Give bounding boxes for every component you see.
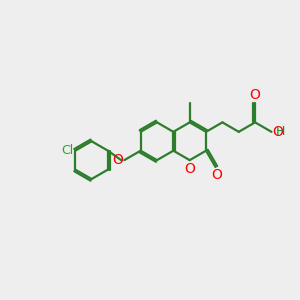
Text: O: O xyxy=(211,169,222,182)
Text: H: H xyxy=(275,125,285,138)
Text: O: O xyxy=(272,125,283,139)
Text: O: O xyxy=(250,88,260,102)
Text: O: O xyxy=(112,153,123,167)
Text: Cl: Cl xyxy=(61,144,74,157)
Text: O: O xyxy=(184,161,195,176)
